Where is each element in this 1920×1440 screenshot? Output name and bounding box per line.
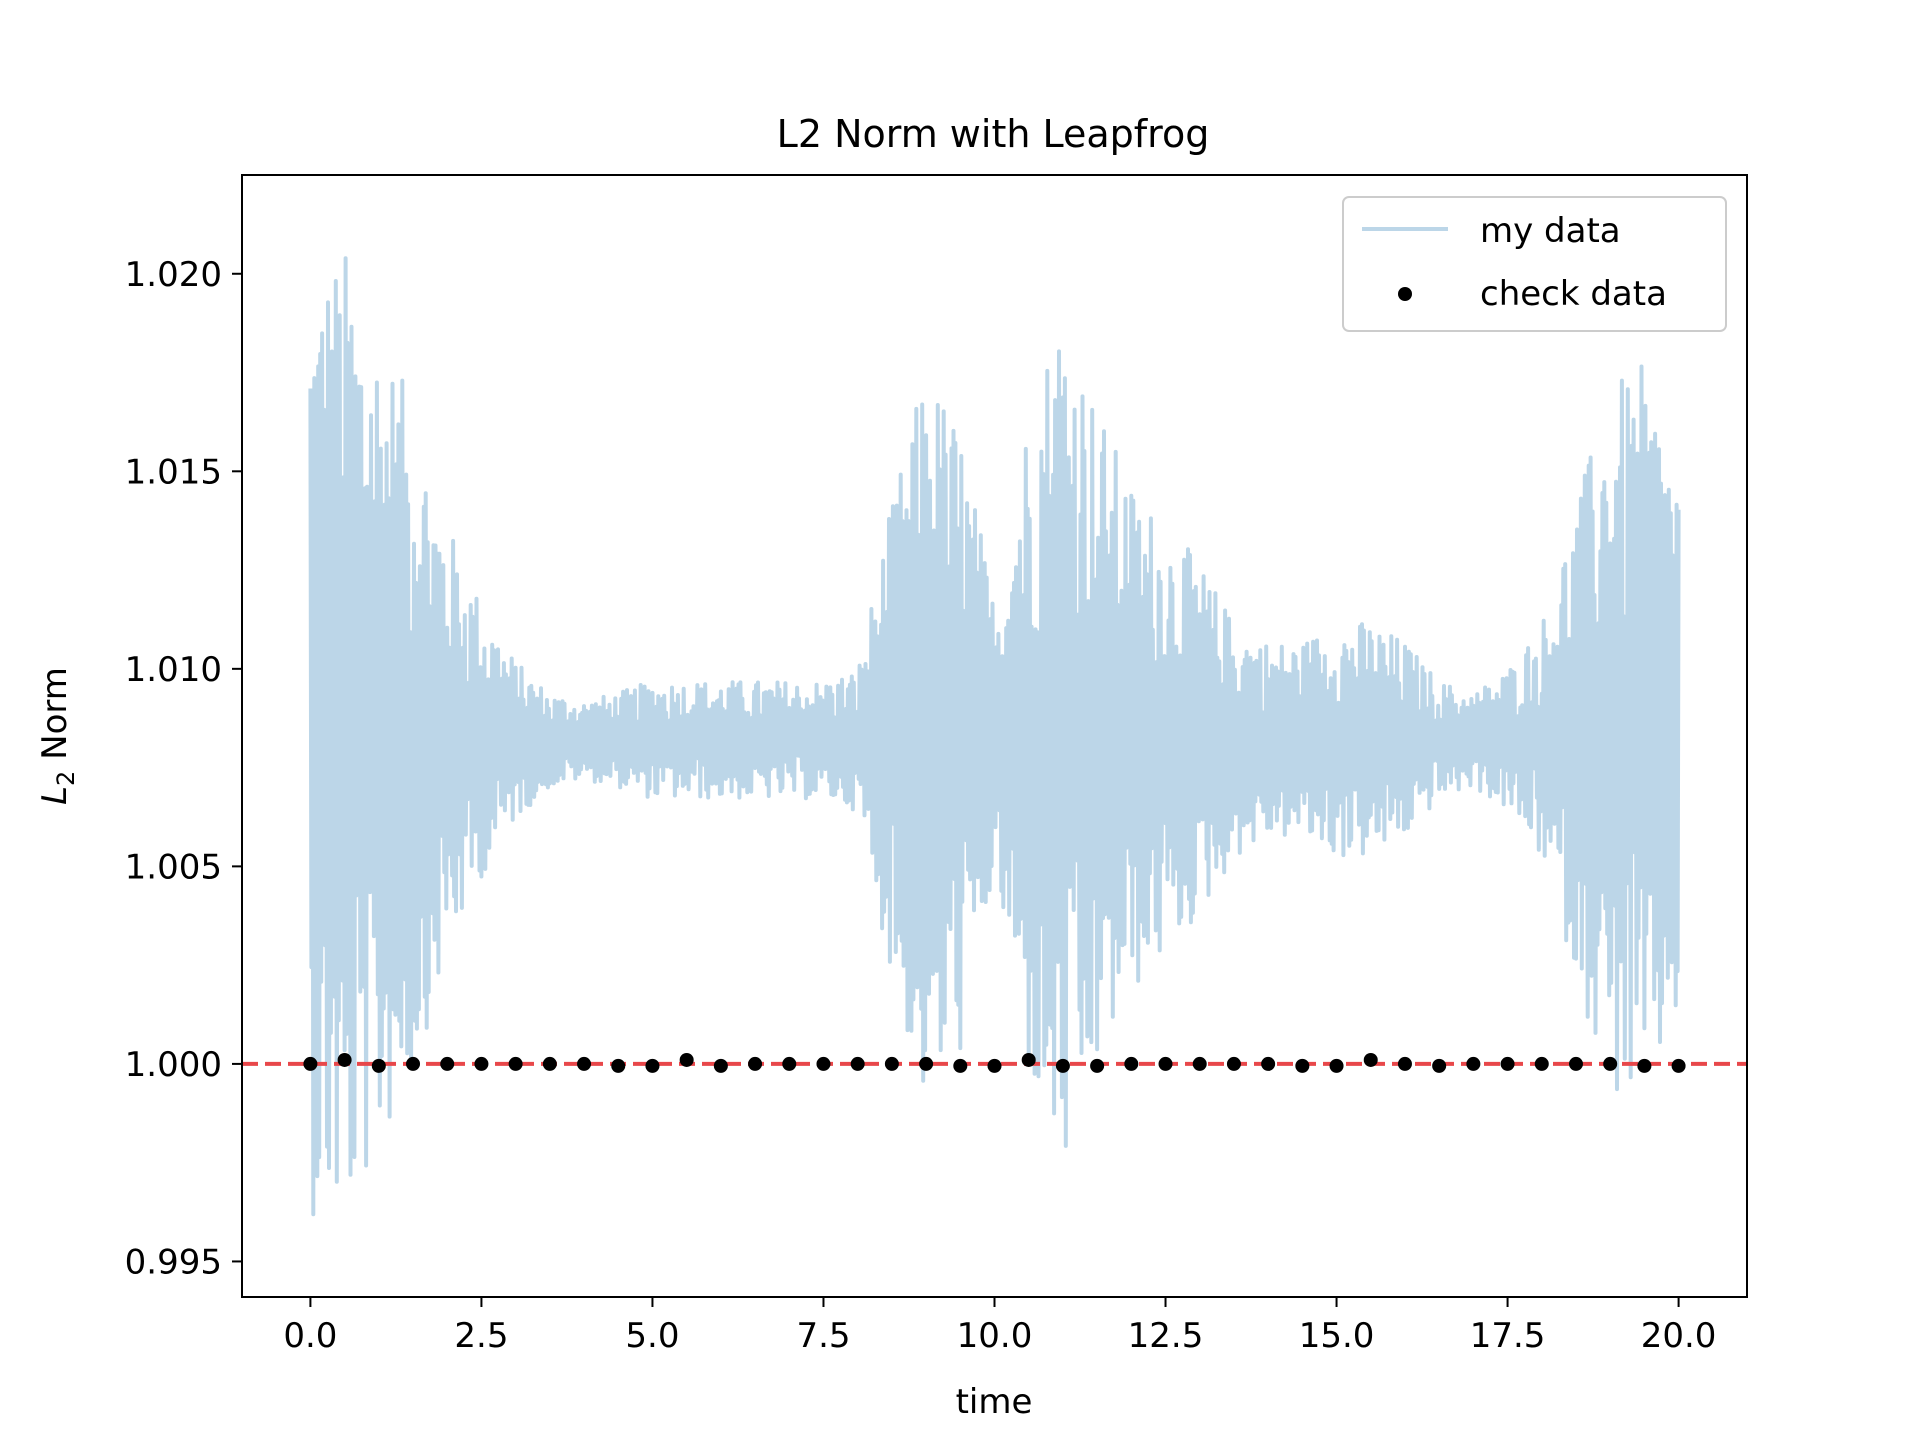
chart-title: L2 Norm with Leapfrog <box>777 112 1210 156</box>
scatter-point-check-data <box>371 1058 386 1073</box>
legend-label-my-data: my data <box>1480 211 1621 251</box>
x-tick-label: 12.5 <box>1128 1316 1204 1356</box>
scatter-point-check-data <box>440 1056 455 1071</box>
scatter-point-check-data <box>1466 1056 1481 1071</box>
x-tick-label: 15.0 <box>1299 1316 1375 1356</box>
scatter-point-check-data <box>1568 1056 1583 1071</box>
scatter-point-check-data <box>1603 1056 1618 1071</box>
scatter-point-check-data <box>337 1052 352 1067</box>
scatter-layer <box>303 1052 1686 1073</box>
scatter-point-check-data <box>1500 1056 1515 1071</box>
scatter-point-check-data <box>474 1056 489 1071</box>
scatter-point-check-data <box>611 1058 626 1073</box>
scatter-point-check-data <box>1363 1052 1378 1067</box>
x-tick-label: 2.5 <box>454 1316 508 1356</box>
scatter-point-check-data <box>713 1058 728 1073</box>
y-tick-label: 1.015 <box>125 452 222 492</box>
scatter-point-check-data <box>542 1056 557 1071</box>
scatter-point-check-data <box>406 1056 421 1071</box>
scatter-point-check-data <box>953 1058 968 1073</box>
scatter-point-check-data <box>850 1056 865 1071</box>
scatter-point-check-data <box>919 1056 934 1071</box>
y-tick-label: 1.000 <box>125 1045 222 1085</box>
scatter-point-check-data <box>1637 1058 1652 1073</box>
scatter-point-check-data <box>884 1056 899 1071</box>
x-axis: 0.0 2.5 5.0 7.5 10.0 12.5 15.0 17.5 20.0 <box>283 1297 1716 1356</box>
scatter-point-check-data <box>987 1058 1002 1073</box>
y-axis-label-subscript: 2 <box>52 771 80 786</box>
scatter-point-check-data <box>1090 1058 1105 1073</box>
series-line-my-data <box>308 256 1681 1217</box>
scatter-point-check-data <box>1432 1058 1447 1073</box>
y-tick-label: 1.005 <box>125 847 222 887</box>
scatter-point-check-data <box>645 1058 660 1073</box>
x-tick-label: 7.5 <box>796 1316 850 1356</box>
series-line-layer <box>308 256 1681 1217</box>
x-tick-label: 0.0 <box>283 1316 337 1356</box>
x-axis-label: time <box>956 1382 1033 1422</box>
y-axis-label-rest: Norm <box>35 667 75 771</box>
scatter-point-check-data <box>1055 1058 1070 1073</box>
scatter-point-check-data <box>1124 1056 1139 1071</box>
scatter-point-check-data <box>679 1052 694 1067</box>
legend: my data check data <box>1342 196 1727 332</box>
scatter-point-check-data <box>1158 1056 1173 1071</box>
y-axis-label-main: L <box>35 786 75 805</box>
y-tick-label: 1.020 <box>125 255 222 295</box>
plot-area <box>242 256 1747 1217</box>
scatter-point-check-data <box>1261 1056 1276 1071</box>
scatter-point-check-data <box>816 1056 831 1071</box>
x-tick-label: 20.0 <box>1641 1316 1717 1356</box>
x-tick-label: 10.0 <box>957 1316 1033 1356</box>
scatter-point-check-data <box>508 1056 523 1071</box>
scatter-point-check-data <box>782 1056 797 1071</box>
scatter-point-check-data <box>1397 1056 1412 1071</box>
scatter-point-check-data <box>748 1056 763 1071</box>
scatter-point-check-data <box>1192 1056 1207 1071</box>
y-axis: 0.995 1.000 1.005 1.010 1.015 1.020 <box>125 255 242 1282</box>
x-tick-label: 17.5 <box>1470 1316 1546 1356</box>
scatter-point-check-data <box>1534 1056 1549 1071</box>
scatter-point-check-data <box>1226 1056 1241 1071</box>
scatter-point-check-data <box>1295 1058 1310 1073</box>
x-tick-label: 5.0 <box>625 1316 679 1356</box>
legend-marker-check-data <box>1398 287 1412 301</box>
scatter-point-check-data <box>1329 1058 1344 1073</box>
y-tick-label: 1.010 <box>125 650 222 690</box>
y-axis-label: L2 Norm <box>35 667 80 805</box>
scatter-point-check-data <box>1671 1058 1686 1073</box>
legend-label-check-data: check data <box>1480 274 1667 314</box>
scatter-point-check-data <box>303 1056 318 1071</box>
scatter-point-check-data <box>577 1056 592 1071</box>
y-tick-label: 0.995 <box>125 1242 222 1282</box>
scatter-point-check-data <box>1021 1052 1036 1067</box>
